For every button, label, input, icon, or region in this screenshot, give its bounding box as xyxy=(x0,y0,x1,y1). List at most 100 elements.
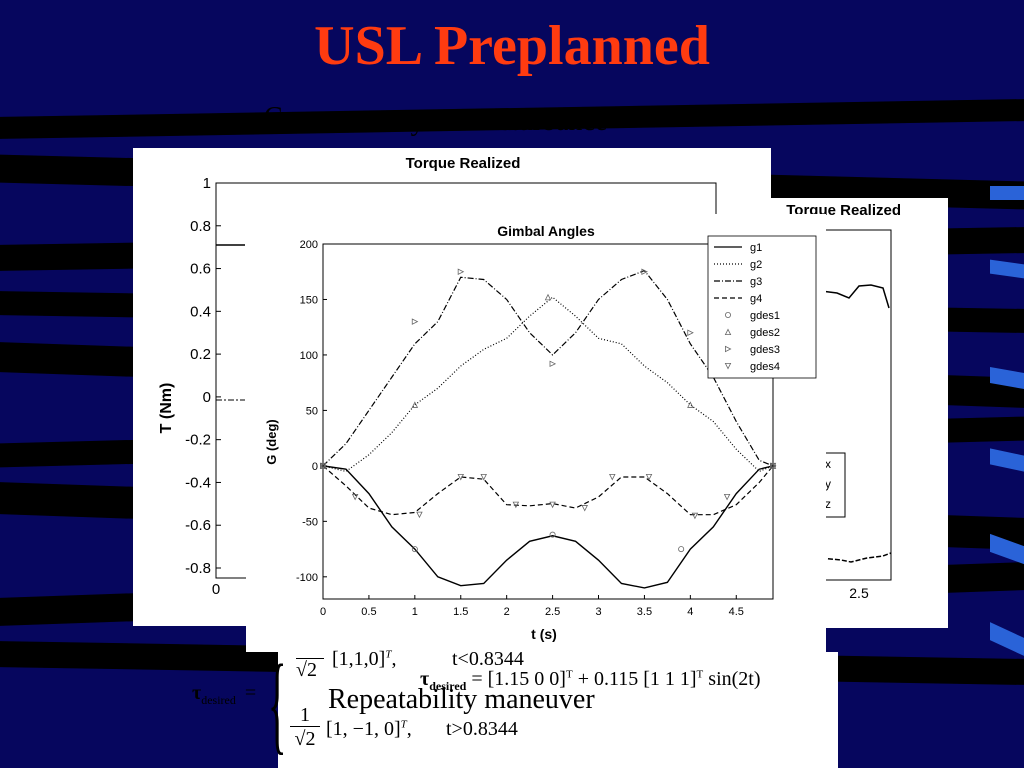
gimbal-xtick-label: 0.5 xyxy=(361,606,376,618)
series-gdes2-point xyxy=(687,401,694,408)
gimbal-chart-legend: g1 g2 g3 g4 gdes1 gdes2 gdes3 gdes4 xyxy=(707,235,817,379)
series-gdes3-point xyxy=(411,318,419,325)
eq-case2-vector: [1, −1, 0]T, xyxy=(326,718,412,740)
series-gdes4-point xyxy=(549,501,556,509)
gimbal-xtick-label: 2.5 xyxy=(545,606,560,618)
mid-legend-x: x xyxy=(825,457,831,471)
gimbal-xtick-label: 4.5 xyxy=(729,606,744,618)
back-ytick-label: 1 xyxy=(203,175,211,192)
eq-lhs-equals: = xyxy=(244,682,257,704)
eq-case2-condition: t>0.8344 xyxy=(446,718,518,740)
gimbal-ytick-label: -50 xyxy=(302,516,318,528)
eq-cyc-rest: + 0.115 [1 1 1] xyxy=(577,668,697,690)
eq-cyc-sup: T xyxy=(565,668,573,681)
back-ytick-label: 0 xyxy=(203,389,211,406)
caption-corner-maneuver: Corner maneuver xyxy=(264,102,460,133)
series-gdes3-point xyxy=(457,268,465,275)
eq-case1-frac: √2 xyxy=(296,648,324,682)
caption-repeatability: Repeatability maneuver xyxy=(328,684,595,715)
eq-lhs-sub: desired xyxy=(201,693,236,707)
legend-g2-label: g2 xyxy=(750,259,762,271)
gimbal-xtick-label: 3 xyxy=(595,606,601,618)
back-chart-svg: Torque Realized 1 0.8 0.6 0.4 0.2 0 -0.2 -0.4 -0… xyxy=(158,155,717,598)
series-gdes4-point xyxy=(512,501,520,509)
equation-panel xyxy=(278,652,838,768)
back-ytick-label: -0.6 xyxy=(185,517,211,534)
series-g2-line xyxy=(322,296,774,473)
gimbal-ytick-label: -100 xyxy=(296,572,318,584)
legend-gdes4-label: gdes4 xyxy=(750,361,780,373)
gimbal-xtick-label: 1 xyxy=(412,606,418,618)
legend-gdes2-label: gdes2 xyxy=(750,327,780,339)
series-g4-line xyxy=(322,465,774,516)
eq-brace: { xyxy=(268,642,287,764)
back-chart-title: Torque Realized xyxy=(406,155,521,172)
gimbal-ytick-label: 150 xyxy=(300,294,318,306)
mid-chart-xtick: 2.5 xyxy=(849,585,869,601)
eq-cyc-sub: desired xyxy=(429,679,467,693)
gimbal-chart-title: Gimbal Angles xyxy=(497,223,595,239)
gimbal-xtick-label: 1.5 xyxy=(453,606,468,618)
gimbal-chart-ticks: 0 0.5 1 1.5 2 2.5 3 3.5 4 4.5 200 150 100 50 0 -50 -100 xyxy=(296,239,774,618)
series-gdes3-point xyxy=(687,329,694,336)
gimbal-chart-svg: Gimbal Angles G (deg) t (s) 0 0.5 1 1.5 2 2.5… xyxy=(264,223,817,642)
legend-gdes1-swatch xyxy=(724,312,731,319)
bg-accent-stripe xyxy=(990,259,1024,279)
back-chart-xtick: 0 xyxy=(212,581,220,598)
gimbal-xtick-label: 4 xyxy=(687,606,693,618)
gimbal-chart-xlabel: t (s) xyxy=(531,626,557,642)
series-gdes3-point xyxy=(770,462,777,470)
series-gdes4-point xyxy=(319,462,327,470)
bg-accent-stripe xyxy=(990,448,1024,472)
series-gdes3-point xyxy=(549,360,557,368)
series-g3-line xyxy=(322,269,774,467)
eq-case1-vec: [1,1,0] xyxy=(332,648,386,670)
eq-case2-num: 1 xyxy=(300,704,310,726)
gimbal-chart-panel: Gimbal Angles G (deg) t (s) 0 0.5 1 1.5 2 2.5… xyxy=(246,214,826,652)
back-ytick-label: -0.4 xyxy=(185,474,211,491)
gimbal-xtick-label: 0 xyxy=(320,606,326,618)
mid-chart-line xyxy=(820,284,890,309)
eq-case2-sup: T xyxy=(400,718,407,731)
eq-cyc-tail: sin(2t) xyxy=(708,668,761,690)
legend-g1-label: g1 xyxy=(750,242,762,254)
back-ytick-label: 0.8 xyxy=(190,218,211,235)
eq-lhs-tau: τ xyxy=(192,682,202,704)
mid-legend-z: z xyxy=(825,497,831,511)
back-chart-yticks: 1 0.8 0.6 0.4 0.2 0 -0.2 -0.4 -0.6 -0.8 xyxy=(185,175,221,577)
eq-lhs: τdesired = xyxy=(192,682,256,708)
back-ytick-label: -0.2 xyxy=(185,432,211,449)
mid-legend-y: y xyxy=(825,477,831,491)
eq-cyclic: τdesired = [1.15 0 0]T + 0.115 [1 1 1]T … xyxy=(420,668,761,694)
eq-case2-frac: 1 √2 xyxy=(290,704,320,751)
legend-gdes3-swatch xyxy=(724,345,732,353)
series-gdes4-point xyxy=(581,505,588,512)
series-gdes1-point xyxy=(549,531,556,538)
gimbal-ytick-label: 0 xyxy=(312,461,318,473)
eq-case1-vector: [1,1,0]T, xyxy=(332,648,397,670)
series-g1-line xyxy=(322,465,774,589)
eq-case2-den: √2 xyxy=(294,728,316,750)
mid-chart-line xyxy=(820,552,892,563)
gimbal-axes-box xyxy=(322,243,774,600)
gimbal-ytick-label: 200 xyxy=(300,239,318,251)
legend-g4-label: g4 xyxy=(750,293,762,305)
legend-g3-label: g3 xyxy=(750,276,762,288)
back-ytick-label: 0.4 xyxy=(190,303,211,320)
series-gdes4-point xyxy=(609,473,616,481)
gimbal-chart-ylabel: G (deg) xyxy=(264,419,279,465)
series-gdes3-point xyxy=(641,268,648,275)
bg-accent-stripe xyxy=(990,186,1024,200)
gimbal-xtick-label: 2 xyxy=(504,606,510,618)
series-gdes4-point xyxy=(723,493,731,501)
series-gdes1-point xyxy=(678,546,685,553)
legend-gdes3-label: gdes3 xyxy=(750,344,780,356)
eq-cyc-sup2: T xyxy=(696,668,704,681)
legend-gdes1-label: gdes1 xyxy=(750,310,780,322)
eq-cyc-expr: = [1.15 0 0] xyxy=(471,668,566,690)
eq-case1-sup: T xyxy=(385,648,392,661)
series-gdes1-point xyxy=(411,546,418,553)
series-gdes4-point xyxy=(457,473,465,481)
series-gdes4-point xyxy=(416,511,423,519)
bg-accent-stripe xyxy=(990,622,1024,656)
